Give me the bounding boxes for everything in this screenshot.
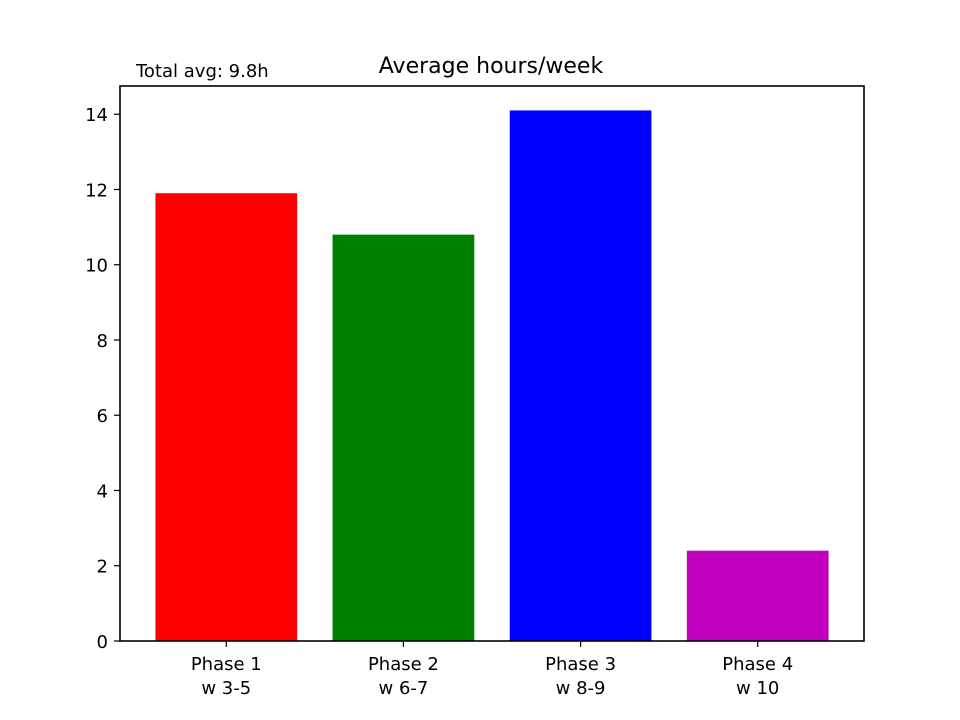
x-tick-label: w 3-5 [201,678,251,699]
y-tick-label: 8 [97,331,108,352]
x-axis-ticks: Phase 1 w 3-5 Phase 2 w 6-7 Phase 3 w 8-9 Phas… [191,641,793,699]
y-axis-ticks: 0 2 4 6 8 10 12 14 [85,105,120,653]
x-tick-label: Phase 4 [722,654,793,675]
chart-title: Average hours/week [379,54,604,79]
y-tick-label: 14 [85,105,108,126]
plot-frame [119,85,865,642]
y-tick-label: 4 [97,481,108,502]
x-tick-label: w 6-7 [379,678,429,699]
y-tick-label: 2 [97,557,108,578]
y-tick-label: 10 [85,256,108,277]
total-average-annotation: Total avg: 9.8h [135,61,269,82]
x-tick-label: Phase 1 [191,654,262,675]
y-tick-label: 0 [97,632,108,653]
bar-2 [332,234,475,641]
bar-1 [155,193,298,641]
x-tick-label: w 10 [736,678,779,699]
y-tick-label: 6 [97,406,108,427]
bar-4 [686,550,829,641]
bars-group [155,110,829,641]
bar-3 [509,110,652,641]
y-tick-label: 12 [85,180,108,201]
x-tick-label: Phase 2 [368,654,439,675]
x-tick-label: w 8-9 [556,678,606,699]
x-tick-label: Phase 3 [545,654,616,675]
